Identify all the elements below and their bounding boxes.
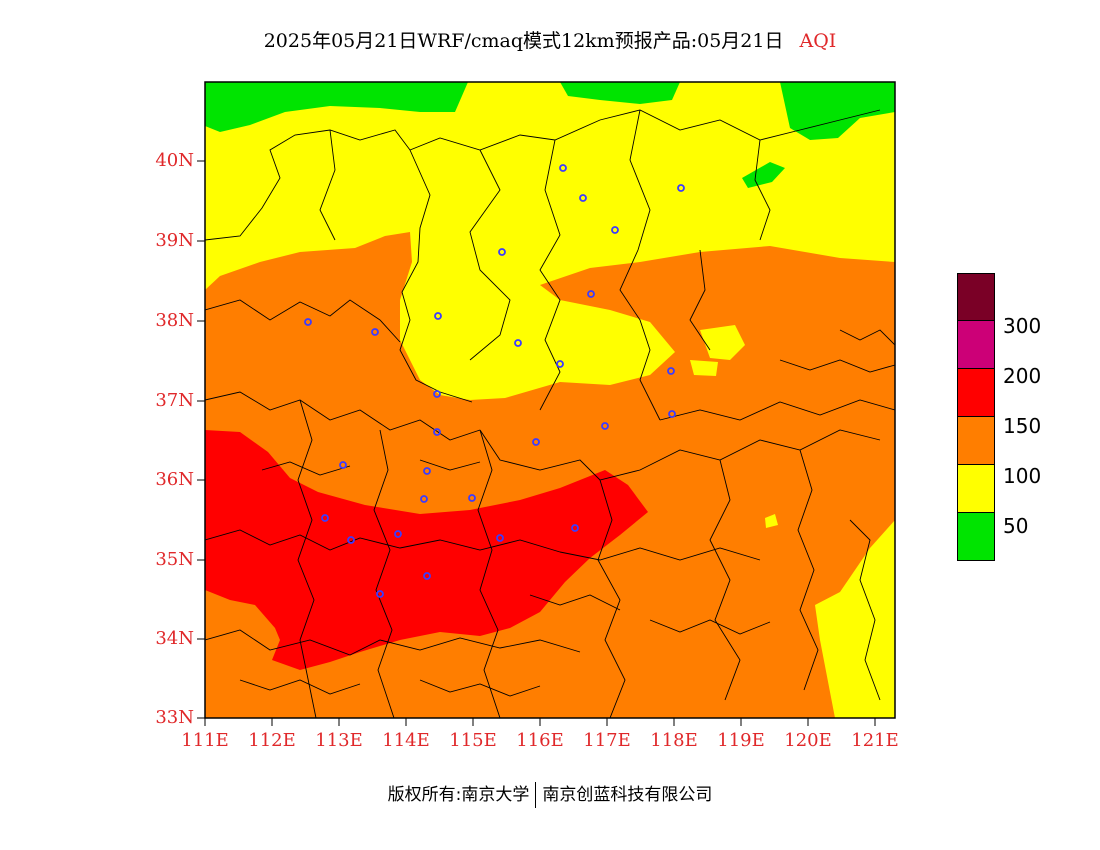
station-marker	[423, 467, 431, 475]
lat-label: 37N	[155, 390, 194, 411]
city-stations	[304, 164, 685, 598]
legend-label: 150	[1003, 414, 1042, 438]
station-marker	[668, 410, 676, 418]
legend-swatch-150-200	[957, 369, 995, 417]
legend-label: 100	[1003, 464, 1042, 488]
copyright-footer: 版权所有:南京大学 南京创蓝科技有限公司	[0, 780, 1100, 808]
station-marker	[420, 495, 428, 503]
lon-label: 111E	[181, 730, 229, 751]
map-title: 2025年05月21日WRF/cmaq模式12km预报产品:05月21日 AQI	[0, 26, 1100, 53]
lat-label: 33N	[155, 707, 194, 728]
station-marker	[434, 312, 442, 320]
lon-label: 118E	[650, 730, 698, 751]
map-frame	[204, 81, 896, 719]
station-marker	[611, 226, 619, 234]
lat-label: 36N	[155, 469, 194, 490]
station-marker	[579, 194, 587, 202]
legend-label: 300	[1003, 314, 1042, 338]
legend-swatch-200-300	[957, 321, 995, 369]
lon-label: 116E	[516, 730, 564, 751]
aqi-yellow-patch-east	[690, 360, 718, 376]
station-marker	[433, 428, 441, 436]
station-marker	[677, 184, 685, 192]
aqi-yellow-small-east	[765, 514, 778, 528]
station-marker	[394, 530, 402, 538]
station-marker	[376, 590, 384, 598]
lon-label: 121E	[851, 730, 899, 751]
lon-label: 114E	[382, 730, 430, 751]
aqi-green-north-east	[780, 82, 895, 140]
station-marker	[498, 248, 506, 256]
lon-label: 113E	[315, 730, 363, 751]
station-marker	[587, 290, 595, 298]
station-marker	[556, 360, 564, 368]
legend-swatch-300-plus	[957, 273, 995, 321]
station-marker	[468, 494, 476, 502]
title-variable: AQI	[799, 30, 837, 52]
aqi-legend	[957, 273, 995, 561]
aqi-red-band	[205, 430, 648, 670]
axis-ticks	[197, 160, 876, 726]
aqi-green-north	[560, 82, 680, 104]
station-marker	[339, 461, 347, 469]
aqi-yellow-north	[205, 82, 895, 400]
lat-label: 40N	[155, 150, 194, 171]
aqi-yellow-south-east	[815, 520, 895, 718]
copyright-owner: 版权所有:南京大学	[387, 785, 530, 805]
station-marker	[559, 164, 567, 172]
lon-label: 117E	[583, 730, 631, 751]
station-marker	[371, 328, 379, 336]
station-marker	[571, 524, 579, 532]
station-marker	[496, 534, 504, 542]
legend-label: 50	[1003, 514, 1029, 538]
aqi-green-north-west	[205, 82, 468, 132]
aqi-green-patch	[742, 162, 785, 188]
aqi-field	[205, 82, 895, 718]
copyright-company: 南京创蓝科技有限公司	[542, 785, 713, 805]
station-marker	[433, 390, 441, 398]
lon-label: 120E	[784, 730, 832, 751]
legend-swatch-50-100	[957, 465, 995, 513]
lat-label: 39N	[155, 230, 194, 251]
station-marker	[514, 339, 522, 347]
station-marker	[532, 438, 540, 446]
title-main: 2025年05月21日WRF/cmaq模式12km预报产品:05月21日	[263, 30, 784, 52]
aqi-yellow-patch-north-east	[700, 325, 745, 360]
lat-label: 34N	[155, 628, 194, 649]
legend-swatch-0-50	[957, 513, 995, 561]
lon-label: 119E	[717, 730, 765, 751]
lon-label: 115E	[449, 730, 497, 751]
lon-label: 112E	[248, 730, 296, 751]
lat-label: 35N	[155, 549, 194, 570]
lat-label: 38N	[155, 310, 194, 331]
station-marker	[347, 536, 355, 544]
station-marker	[321, 514, 329, 522]
legend-swatch-100-150	[957, 417, 995, 465]
station-marker	[601, 422, 609, 430]
footer-divider	[535, 782, 537, 808]
station-marker	[667, 367, 675, 375]
station-marker	[423, 572, 431, 580]
admin-boundaries	[205, 109, 895, 718]
legend-label: 200	[1003, 364, 1042, 388]
station-marker	[304, 318, 312, 326]
